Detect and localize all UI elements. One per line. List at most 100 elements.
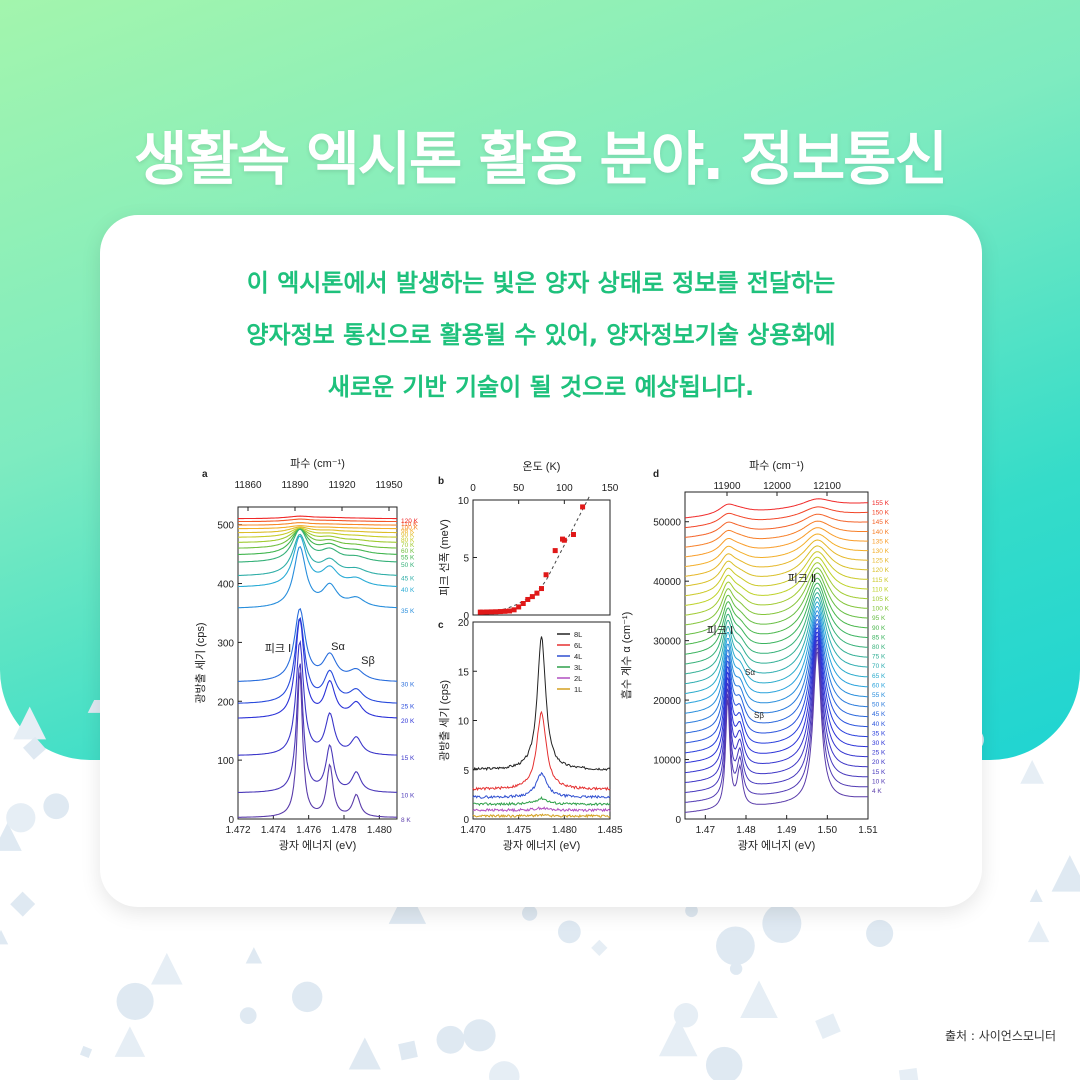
decor-square — [10, 891, 36, 917]
series-label: 20 K — [872, 759, 886, 766]
y-tick-label: 50000 — [653, 518, 681, 529]
top-tick-label: 100 — [556, 483, 573, 494]
series-label: 35 K — [401, 608, 415, 615]
decor-circle — [239, 1007, 257, 1024]
description: 이 엑시톤에서 발생하는 빛은 양자 상태로 정보를 전달하는 양자정보 통신으… — [100, 257, 982, 413]
series-line — [238, 522, 397, 526]
series-line — [472, 636, 611, 772]
data-point — [507, 608, 513, 614]
x-tick-label: 1.472 — [225, 825, 250, 836]
series-line — [684, 623, 868, 744]
series-label: 90 K — [401, 532, 415, 539]
y-tick-label: 30000 — [653, 637, 681, 648]
page-title: 생활속 엑시톤 활용 분야. 정보통신 — [134, 125, 948, 193]
series-line — [684, 614, 869, 724]
x-tick-label: 1.480 — [552, 825, 577, 836]
legend-label: 8L — [574, 630, 582, 639]
decor-triangle — [114, 1026, 146, 1057]
decor-square — [398, 1040, 418, 1061]
series-line — [238, 518, 397, 523]
y-axis-label: 흡수 계수 α (cm⁻¹) — [619, 612, 633, 699]
series-line — [472, 813, 611, 819]
series-label: 85 K — [872, 634, 886, 641]
series-label: 10 K — [401, 792, 415, 799]
series-label: 40 K — [872, 721, 886, 728]
series-line — [472, 710, 611, 792]
series-line — [684, 610, 868, 714]
x-tick-label: 1.47 — [696, 825, 716, 836]
annotation-s-beta: Sβ — [754, 711, 764, 720]
series-label: 98 K — [401, 528, 415, 535]
series-line — [237, 528, 398, 563]
x-tick-label: 1.50 — [818, 825, 838, 836]
series-label: 25 K — [401, 703, 415, 710]
y-tick-label: 10 — [458, 496, 470, 507]
series-label: 8 K — [401, 817, 411, 824]
data-point — [525, 596, 531, 602]
data-point — [539, 586, 544, 592]
series-label: 20 K — [401, 718, 415, 725]
series-label: 30 K — [872, 740, 886, 747]
decor-circle — [705, 1046, 743, 1080]
series-line — [238, 616, 398, 704]
y-tick-label: 0 — [228, 815, 234, 826]
series-label: 155 K — [872, 500, 890, 507]
decor-circle — [522, 905, 538, 921]
series-label: 110 K — [401, 521, 418, 528]
series-line — [684, 577, 869, 645]
series-line — [684, 556, 868, 606]
series-line — [684, 527, 869, 558]
series-line — [684, 520, 868, 548]
series-line — [238, 663, 397, 793]
decor-circle — [6, 803, 36, 833]
decor-triangle — [1051, 855, 1080, 892]
data-point — [570, 532, 576, 537]
series-label: 55 K — [872, 692, 886, 699]
series-line — [684, 551, 869, 597]
x-axis-label: 광자 에너지 (eV) — [503, 839, 581, 852]
y-tick-label: 200 — [217, 697, 234, 708]
series-line — [684, 601, 869, 694]
series-line — [684, 619, 868, 734]
data-point — [497, 609, 503, 615]
description-line: 이 엑시톤에서 발생하는 빛은 양자 상태로 정보를 전달하는 — [246, 269, 836, 297]
decor-triangle — [245, 947, 263, 964]
legend-label: 6L — [574, 641, 582, 650]
top-tick-label: 11920 — [328, 480, 356, 491]
y-tick-label: 5 — [463, 554, 469, 565]
x-axis-label: 광자 에너지 (eV) — [738, 839, 816, 852]
annotation-s-alpha: Sα — [745, 668, 755, 677]
decor-triangle — [658, 1017, 698, 1057]
series-label: 70 K — [401, 542, 415, 549]
y-tick-label: 40000 — [653, 577, 681, 588]
y-tick-label: 10000 — [653, 756, 681, 767]
series-label: 115 K — [872, 577, 889, 584]
series-line — [472, 795, 611, 807]
series-line — [238, 526, 397, 534]
series-line — [684, 562, 869, 616]
y-tick-label: 0 — [463, 611, 469, 622]
series-label: 40 K — [401, 587, 415, 594]
top-tick-label: 150 — [602, 483, 619, 494]
series-label: 25 K — [872, 750, 886, 757]
series-label: 4 K — [872, 788, 882, 795]
series-line — [684, 539, 868, 577]
y-tick-label: 100 — [217, 756, 234, 767]
top-tick-label: 11950 — [375, 480, 403, 491]
top-tick-label: 50 — [513, 483, 525, 494]
series-label: 100 K — [872, 606, 890, 613]
series-line — [684, 631, 868, 764]
series-label: 100 K — [401, 524, 419, 531]
data-point — [520, 601, 526, 606]
series-label: 35 K — [872, 730, 886, 737]
series-line — [238, 527, 397, 538]
top-tick-label: 11860 — [234, 480, 262, 491]
series-line — [684, 567, 868, 626]
series-line — [684, 639, 868, 784]
y-tick-label: 500 — [217, 521, 234, 532]
series-line — [684, 498, 868, 519]
description-line: 새로운 기반 기술이 될 것으로 예상됩니다. — [327, 373, 755, 401]
annotation-peak-2: 피크 Ⅱ — [788, 572, 817, 585]
scientific-figure: a파수 (cm⁻¹)11860 11890 11920 119500100200300… — [194, 457, 890, 852]
series-line — [684, 513, 869, 538]
